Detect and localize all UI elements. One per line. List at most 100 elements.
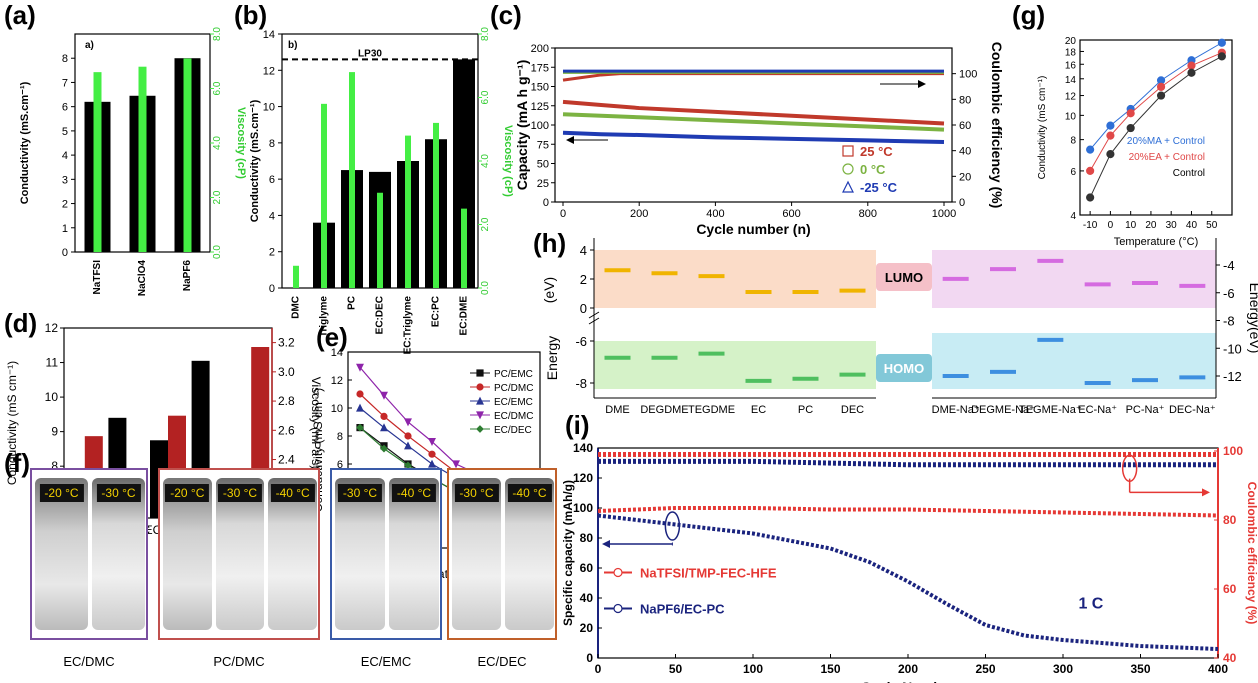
tick-label: 40 <box>959 146 971 158</box>
tick-label: 6 <box>269 174 275 186</box>
tick-label: 25 <box>537 178 549 190</box>
tick-label: 8 <box>337 431 343 443</box>
tick-label: 4.0 <box>212 136 223 150</box>
data-point <box>842 145 854 157</box>
x-axis-label: Cycle number (n) <box>696 221 810 237</box>
tick-label: 2 <box>580 272 587 287</box>
tick-label: 20 <box>580 621 594 635</box>
tick-label: 80 <box>580 531 594 545</box>
category-label: DEC-Na⁺ <box>1169 404 1216 416</box>
y-axis-label: Conductivity (mS cm⁻¹) <box>1037 76 1048 180</box>
tick-label: 4 <box>1070 211 1076 222</box>
category-label: NaClO4 <box>137 260 148 297</box>
lumo-box-label: LUMO <box>885 270 923 285</box>
y-axis-label: Conductivity (mS.cm⁻¹) <box>249 99 261 222</box>
vial-temperature-label: -30 °C <box>217 484 263 502</box>
series-line <box>562 130 945 144</box>
tick-label: 60 <box>580 561 594 575</box>
photo-group: -30 °C -40 °C <box>330 468 442 640</box>
vial-photo: -20 °C <box>35 478 88 630</box>
tick-label: 2.0 <box>212 190 223 204</box>
panel-label-c: (c) <box>490 0 522 30</box>
data-point <box>1217 38 1226 47</box>
tick-label: 11 <box>46 356 59 370</box>
tick-label: 6.0 <box>212 81 223 95</box>
tick-label: 140 <box>573 441 593 455</box>
vial-temperature-label: -20 °C <box>165 484 210 502</box>
tick-label: 6.0 <box>480 90 491 104</box>
lumo-band <box>594 250 876 308</box>
data-point <box>356 403 364 412</box>
tick-label: 60 <box>1223 582 1237 596</box>
data-point <box>613 567 623 578</box>
vial-photo: -30 °C <box>335 478 385 630</box>
data-point <box>356 390 364 398</box>
panel-label-h: (h) <box>533 228 567 258</box>
tick-label: 0 <box>959 197 965 209</box>
tick-label: 3.0 <box>278 365 295 379</box>
tick-label: 8.0 <box>480 27 491 41</box>
vial-photo: -30 °C <box>215 478 265 630</box>
category-label: EC <box>751 404 766 416</box>
tick-label: 100 <box>1223 444 1243 458</box>
series-line <box>597 506 1219 518</box>
data-point <box>404 432 412 440</box>
chart-a: 0 1 2 3 4 5 6 7 8 0.0 2.0 4.0 6.0 8.0 a) Conductivity (… <box>19 27 247 297</box>
photo-caption: EC/EMC <box>360 654 412 669</box>
data-point <box>380 412 388 420</box>
category-label: EC:Triglyme <box>403 296 414 355</box>
panel-label-f: (f) <box>4 448 30 478</box>
tick-label: -12 <box>1223 369 1242 384</box>
legend-entry: Control <box>1173 168 1205 179</box>
data-point <box>404 418 412 427</box>
data-point <box>1086 166 1095 176</box>
tick-label: 100 <box>531 120 549 132</box>
tick-label: 600 <box>782 208 800 220</box>
y-axis-label: Capacity (mA h g⁻¹) <box>514 60 530 191</box>
bar <box>349 72 355 288</box>
tick-label: -6 <box>575 334 587 349</box>
category-label: Triglyme <box>319 296 330 338</box>
photo-caption: PC/DMC <box>213 654 265 669</box>
tick-label: 75 <box>537 139 549 151</box>
legend-entry: 0 °C <box>860 162 886 177</box>
tick-label: 0 <box>1108 220 1114 231</box>
tick-label: 8 <box>62 53 68 65</box>
tick-label: 40 <box>580 591 594 605</box>
vial-temperature-label: -30 °C <box>337 484 383 502</box>
tick-label: 250 <box>975 662 995 676</box>
tick-label: 7 <box>62 77 68 89</box>
y2-axis-label: Energy(eV) <box>1247 283 1258 354</box>
tick-label: 200 <box>898 662 918 676</box>
bar <box>405 135 411 288</box>
data-point <box>1217 52 1226 61</box>
category-label: DEC <box>841 404 864 416</box>
chart-g: -10 0 10 20 30 40 50468101214161820Temperature… <box>1037 36 1233 248</box>
category-label: PC <box>798 404 813 416</box>
tick-label: 6 <box>1070 167 1076 178</box>
tick-label: 4 <box>62 150 68 162</box>
x-axis-label: Temperature (°C) <box>1114 236 1198 248</box>
reference-line-label: LP30 <box>358 48 382 59</box>
ce-line <box>598 458 1218 468</box>
arrow-head <box>918 80 926 88</box>
legend-entry: NaTFSI/TMP-FEC-HFE <box>640 566 777 581</box>
data-point <box>356 363 364 372</box>
data-point <box>1126 123 1135 133</box>
tick-label: 300 <box>1053 662 1073 676</box>
axis-break <box>588 317 600 325</box>
data-point <box>452 460 460 469</box>
vial-temperature-label: -40 °C <box>507 484 552 502</box>
data-point <box>1106 131 1115 140</box>
tick-label: 6 <box>337 459 343 471</box>
category-label: DEGME-Na⁺ <box>971 404 1035 416</box>
data-point <box>1187 68 1196 77</box>
panel-label-g: (g) <box>1012 0 1046 30</box>
y2-axis-label: Viscosity (mPa s) <box>309 377 323 469</box>
data-point <box>1106 150 1115 159</box>
category-label: NaPF6 <box>182 260 193 292</box>
data-point <box>476 383 484 391</box>
bar <box>138 66 147 252</box>
tick-label: -8 <box>575 376 587 391</box>
data-point <box>380 391 388 400</box>
